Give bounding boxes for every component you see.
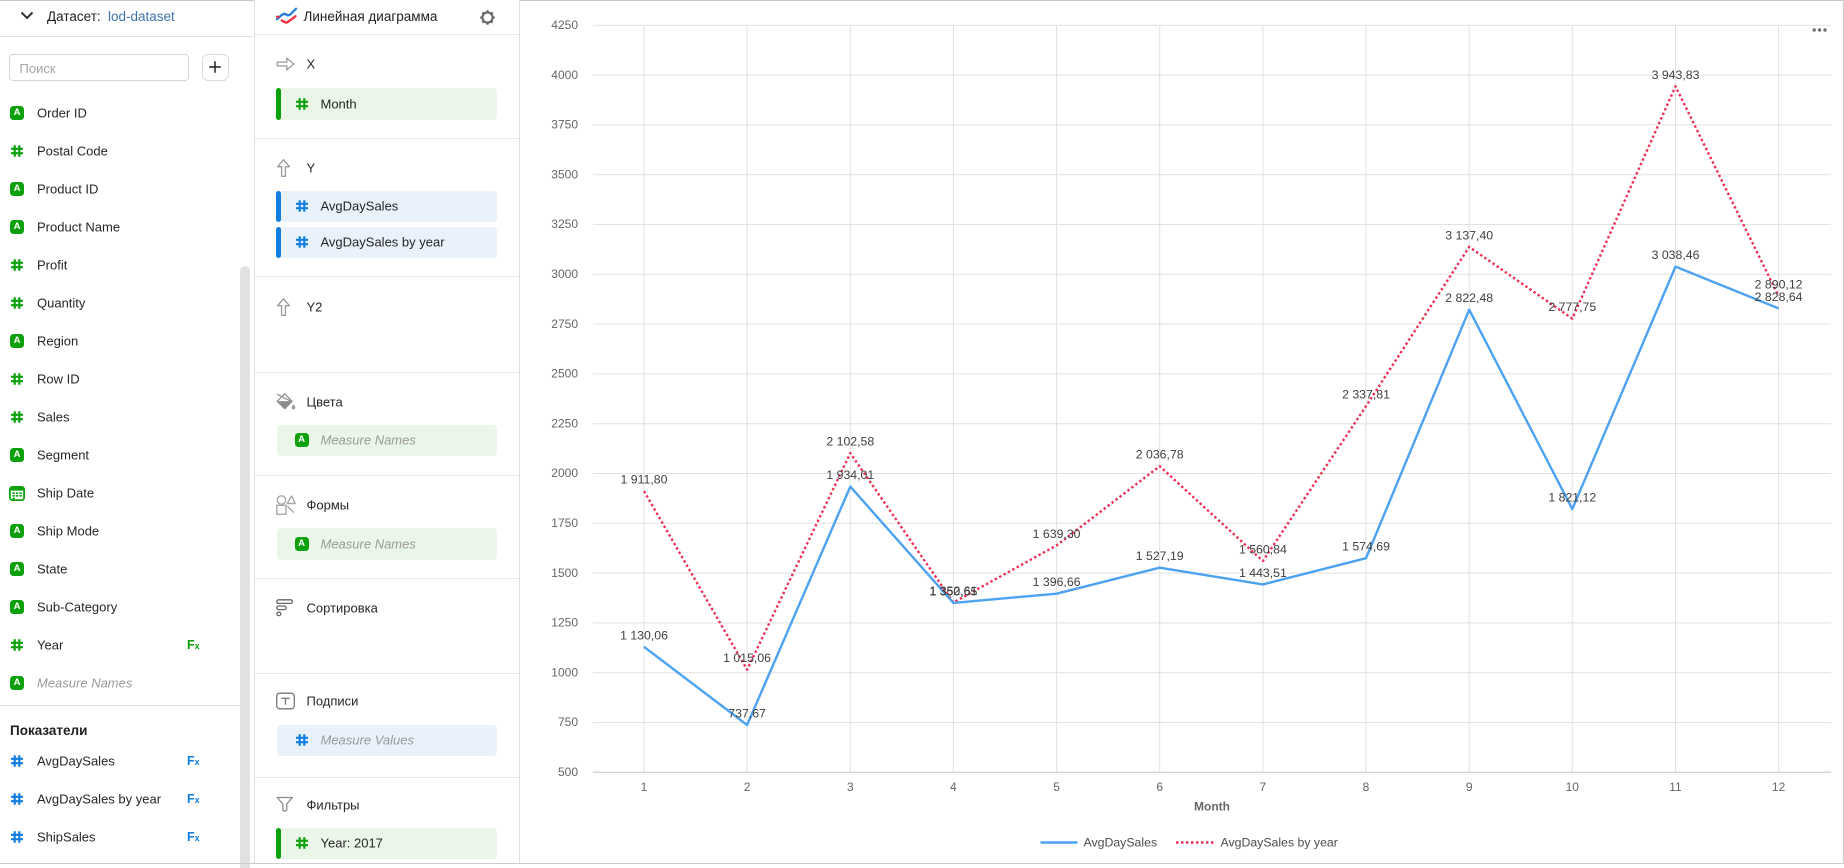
svg-text:1 350,65: 1 350,65 <box>929 584 977 598</box>
svg-text:2 822,48: 2 822,48 <box>1445 291 1493 305</box>
svg-text:1 527,19: 1 527,19 <box>1136 549 1184 563</box>
svg-text:1 015,06: 1 015,06 <box>723 651 771 665</box>
svg-text:500: 500 <box>558 765 578 779</box>
svg-text:2 777,75: 2 777,75 <box>1548 300 1596 314</box>
svg-text:4250: 4250 <box>551 18 578 32</box>
svg-text:3: 3 <box>847 780 854 794</box>
svg-text:1 934,01: 1 934,01 <box>826 468 874 482</box>
svg-text:2: 2 <box>744 780 751 794</box>
svg-text:3 137,40: 3 137,40 <box>1445 228 1493 242</box>
svg-text:2500: 2500 <box>551 367 578 381</box>
svg-text:8: 8 <box>1363 780 1370 794</box>
svg-text:9: 9 <box>1466 780 1473 794</box>
svg-text:6: 6 <box>1156 780 1163 794</box>
svg-text:3750: 3750 <box>551 118 578 132</box>
svg-text:1 130,06: 1 130,06 <box>620 628 668 642</box>
svg-text:Month: Month <box>1194 800 1230 814</box>
svg-text:1 821,12: 1 821,12 <box>1548 491 1596 505</box>
svg-text:1 396,66: 1 396,66 <box>1033 575 1081 589</box>
svg-text:2 890,12: 2 890,12 <box>1755 278 1803 292</box>
svg-text:7: 7 <box>1260 780 1267 794</box>
svg-text:2250: 2250 <box>551 416 578 430</box>
svg-text:1750: 1750 <box>551 516 578 530</box>
svg-text:1 911,80: 1 911,80 <box>621 473 668 487</box>
svg-text:2 102,58: 2 102,58 <box>826 435 874 449</box>
svg-text:1250: 1250 <box>551 616 578 630</box>
svg-text:1: 1 <box>641 780 648 794</box>
svg-text:2 337,81: 2 337,81 <box>1342 388 1390 402</box>
svg-text:10: 10 <box>1566 780 1580 794</box>
svg-text:2 828,64: 2 828,64 <box>1755 290 1803 304</box>
svg-text:1500: 1500 <box>551 566 578 580</box>
svg-text:3250: 3250 <box>551 217 578 231</box>
svg-text:AvgDaySales: AvgDaySales <box>1084 836 1158 850</box>
svg-text:3000: 3000 <box>551 267 578 281</box>
svg-text:2750: 2750 <box>551 317 578 331</box>
svg-text:1000: 1000 <box>551 665 578 679</box>
svg-text:1 639,30: 1 639,30 <box>1033 527 1081 541</box>
svg-text:3 943,83: 3 943,83 <box>1652 68 1700 82</box>
svg-text:5: 5 <box>1053 780 1060 794</box>
svg-text:750: 750 <box>558 715 578 729</box>
svg-text:2 036,78: 2 036,78 <box>1136 448 1184 462</box>
svg-text:1 574,69: 1 574,69 <box>1342 540 1390 554</box>
svg-text:1 443,51: 1 443,51 <box>1239 566 1287 580</box>
svg-text:4000: 4000 <box>551 68 578 82</box>
svg-text:AvgDaySales by year: AvgDaySales by year <box>1221 836 1338 850</box>
svg-text:1 352,61: 1 352,61 <box>929 584 977 598</box>
svg-text:3 038,46: 3 038,46 <box>1652 248 1700 262</box>
svg-text:2000: 2000 <box>551 466 578 480</box>
svg-text:737,67: 737,67 <box>728 707 766 721</box>
svg-text:1 560,84: 1 560,84 <box>1239 543 1287 557</box>
svg-text:3500: 3500 <box>551 167 578 181</box>
svg-text:12: 12 <box>1772 780 1786 794</box>
svg-text:4: 4 <box>950 780 957 794</box>
svg-text:11: 11 <box>1669 780 1682 794</box>
